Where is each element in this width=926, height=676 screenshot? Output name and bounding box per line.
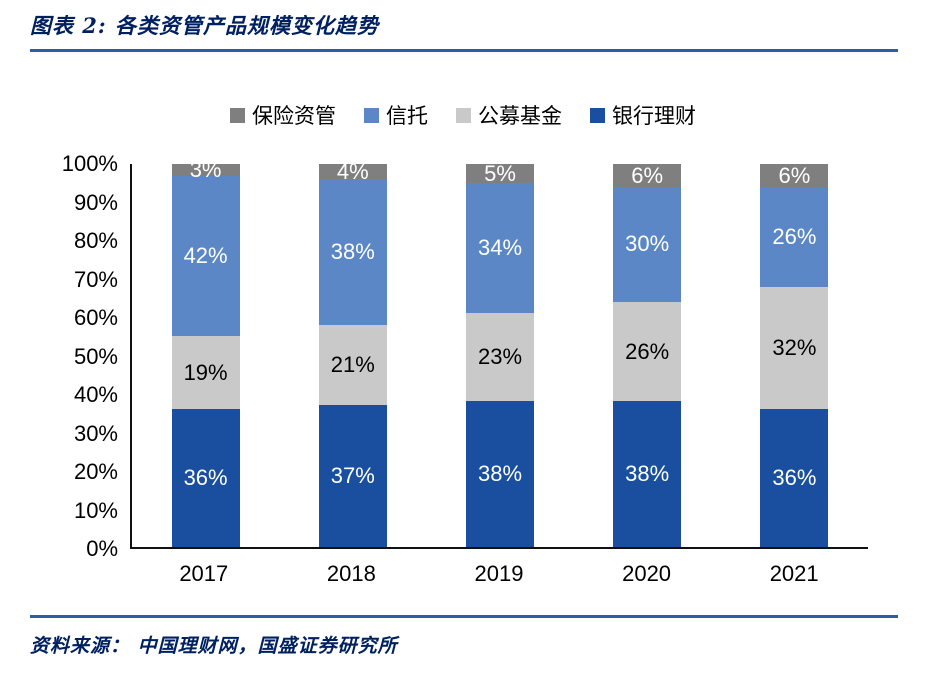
legend-item: 保险资管 — [230, 100, 336, 130]
bar-segment-label: 30% — [625, 231, 670, 257]
bar-segment: 36% — [760, 409, 829, 547]
bar-segment-label: 21% — [330, 352, 375, 378]
bar-segment-label: 5% — [484, 160, 516, 186]
x-tick-label: 2020 — [622, 561, 672, 586]
bar-segment: 42% — [171, 175, 240, 337]
stacked-bar: 36% 19% 42% 3% — [171, 158, 240, 547]
bar-segment: 38% — [318, 179, 387, 325]
legend: 保险资管 信托 公募基金 银行理财 — [0, 100, 926, 130]
legend-swatch — [364, 107, 379, 123]
legend-swatch — [590, 107, 605, 123]
bar-segment-label: 42% — [183, 242, 228, 268]
bar-segment-label: 34% — [477, 235, 523, 261]
legend-label: 信托 — [386, 105, 428, 128]
legend-swatch — [230, 107, 245, 123]
bar-segment-label: 38% — [625, 461, 670, 487]
bar-segment: 19% — [171, 336, 240, 410]
bar-segment-label: 4% — [336, 158, 369, 184]
bar-segment: 6% — [760, 162, 829, 188]
y-axis-spacer — [42, 549, 130, 587]
stacked-bar: 36% 32% 26% 6% — [760, 162, 829, 547]
bar-column-2018: 37% 21% 38% 4% — [279, 160, 426, 547]
bar-column-2020: 38% 26% 30% 6% — [574, 164, 721, 547]
stacked-bar: 38% 26% 30% 6% — [613, 162, 682, 547]
bar-segment-label: 36% — [183, 465, 228, 491]
bar-segment-label: 32% — [772, 334, 817, 360]
x-axis-row: 2017 2018 2019 2020 2021 — [42, 549, 868, 587]
chart-title: 图表 2: 各类资管产品规模变化趋势 — [30, 13, 379, 38]
bar-segment-label: 3% — [189, 156, 222, 182]
legend-label: 银行理财 — [612, 105, 696, 128]
legend-item: 公募基金 — [456, 100, 562, 130]
legend-label: 保险资管 — [252, 105, 336, 128]
bar-segment: 23% — [466, 313, 534, 402]
stacked-bar: 38% 23% 34% 5% — [466, 160, 534, 547]
bar-column-2019: 38% 23% 34% 5% — [426, 160, 573, 547]
x-tick-label: 2021 — [769, 561, 819, 586]
bar-segment: 38% — [613, 401, 682, 547]
stacked-bar: 37% 21% 38% 4% — [318, 160, 387, 547]
bar-column-2021: 36% 32% 26% 6% — [721, 164, 868, 547]
x-tick-label: 2017 — [179, 561, 229, 586]
bar-segment-label: 6% — [778, 162, 811, 188]
bar-segment-label: 37% — [330, 463, 375, 489]
plot-area: 36% 19% 42% 3% 37% 21% 38% 4% 38% 23% 34% 5% 38% 26% 3… — [130, 158, 868, 549]
source-text: 资料来源： 中国理财网，国盛证券研究所 — [30, 635, 398, 657]
bar-segment: 37% — [318, 405, 387, 547]
bar-segment-label: 36% — [772, 465, 817, 491]
legend-swatch — [456, 107, 471, 123]
x-axis: 2017 2018 2019 2020 2021 — [130, 549, 868, 587]
footer-rule: 资料来源： 中国理财网，国盛证券研究所 — [30, 615, 898, 658]
legend-item: 信托 — [364, 100, 428, 130]
bar-segment-label: 19% — [183, 359, 228, 385]
bar-segment: 38% — [466, 401, 534, 547]
x-tick-label: 2018 — [326, 561, 376, 586]
bar-segment: 3% — [171, 158, 240, 180]
x-tick-label: 2019 — [474, 561, 524, 586]
bar-segment: 21% — [318, 324, 387, 406]
bar-segment-label: 38% — [330, 239, 375, 265]
chart: 100% 90% 80% 70% 60% 50% 40% 30% 20% 10% 0% 36% 19%… — [42, 151, 868, 561]
y-axis: 100% 90% 80% 70% 60% 50% 40% 30% 20% 10% 0% — [61, 151, 118, 561]
bar-segment-label: 26% — [625, 338, 670, 364]
bar-segment: 26% — [760, 187, 829, 287]
bar-segment-label: 23% — [477, 344, 523, 370]
bar-segment: 30% — [613, 187, 682, 302]
legend-item: 银行理财 — [590, 100, 696, 130]
bar-segment: 32% — [760, 286, 829, 410]
bar-segment-label: 6% — [631, 162, 664, 188]
bar-segment: 6% — [613, 162, 682, 188]
bar-segment: 36% — [171, 409, 240, 547]
bar-segment: 5% — [466, 160, 534, 186]
legend-label: 公募基金 — [478, 105, 562, 128]
bar-segment-label: 38% — [477, 461, 523, 487]
bar-segment: 26% — [613, 301, 682, 402]
title-underline: 图表 2: 各类资管产品规模变化趋势 — [30, 10, 898, 52]
bar-segment-label: 26% — [772, 223, 817, 249]
bar-segment: 4% — [318, 160, 387, 182]
bar-column-2017: 36% 19% 42% 3% — [132, 158, 279, 547]
bar-segment: 34% — [466, 183, 534, 314]
